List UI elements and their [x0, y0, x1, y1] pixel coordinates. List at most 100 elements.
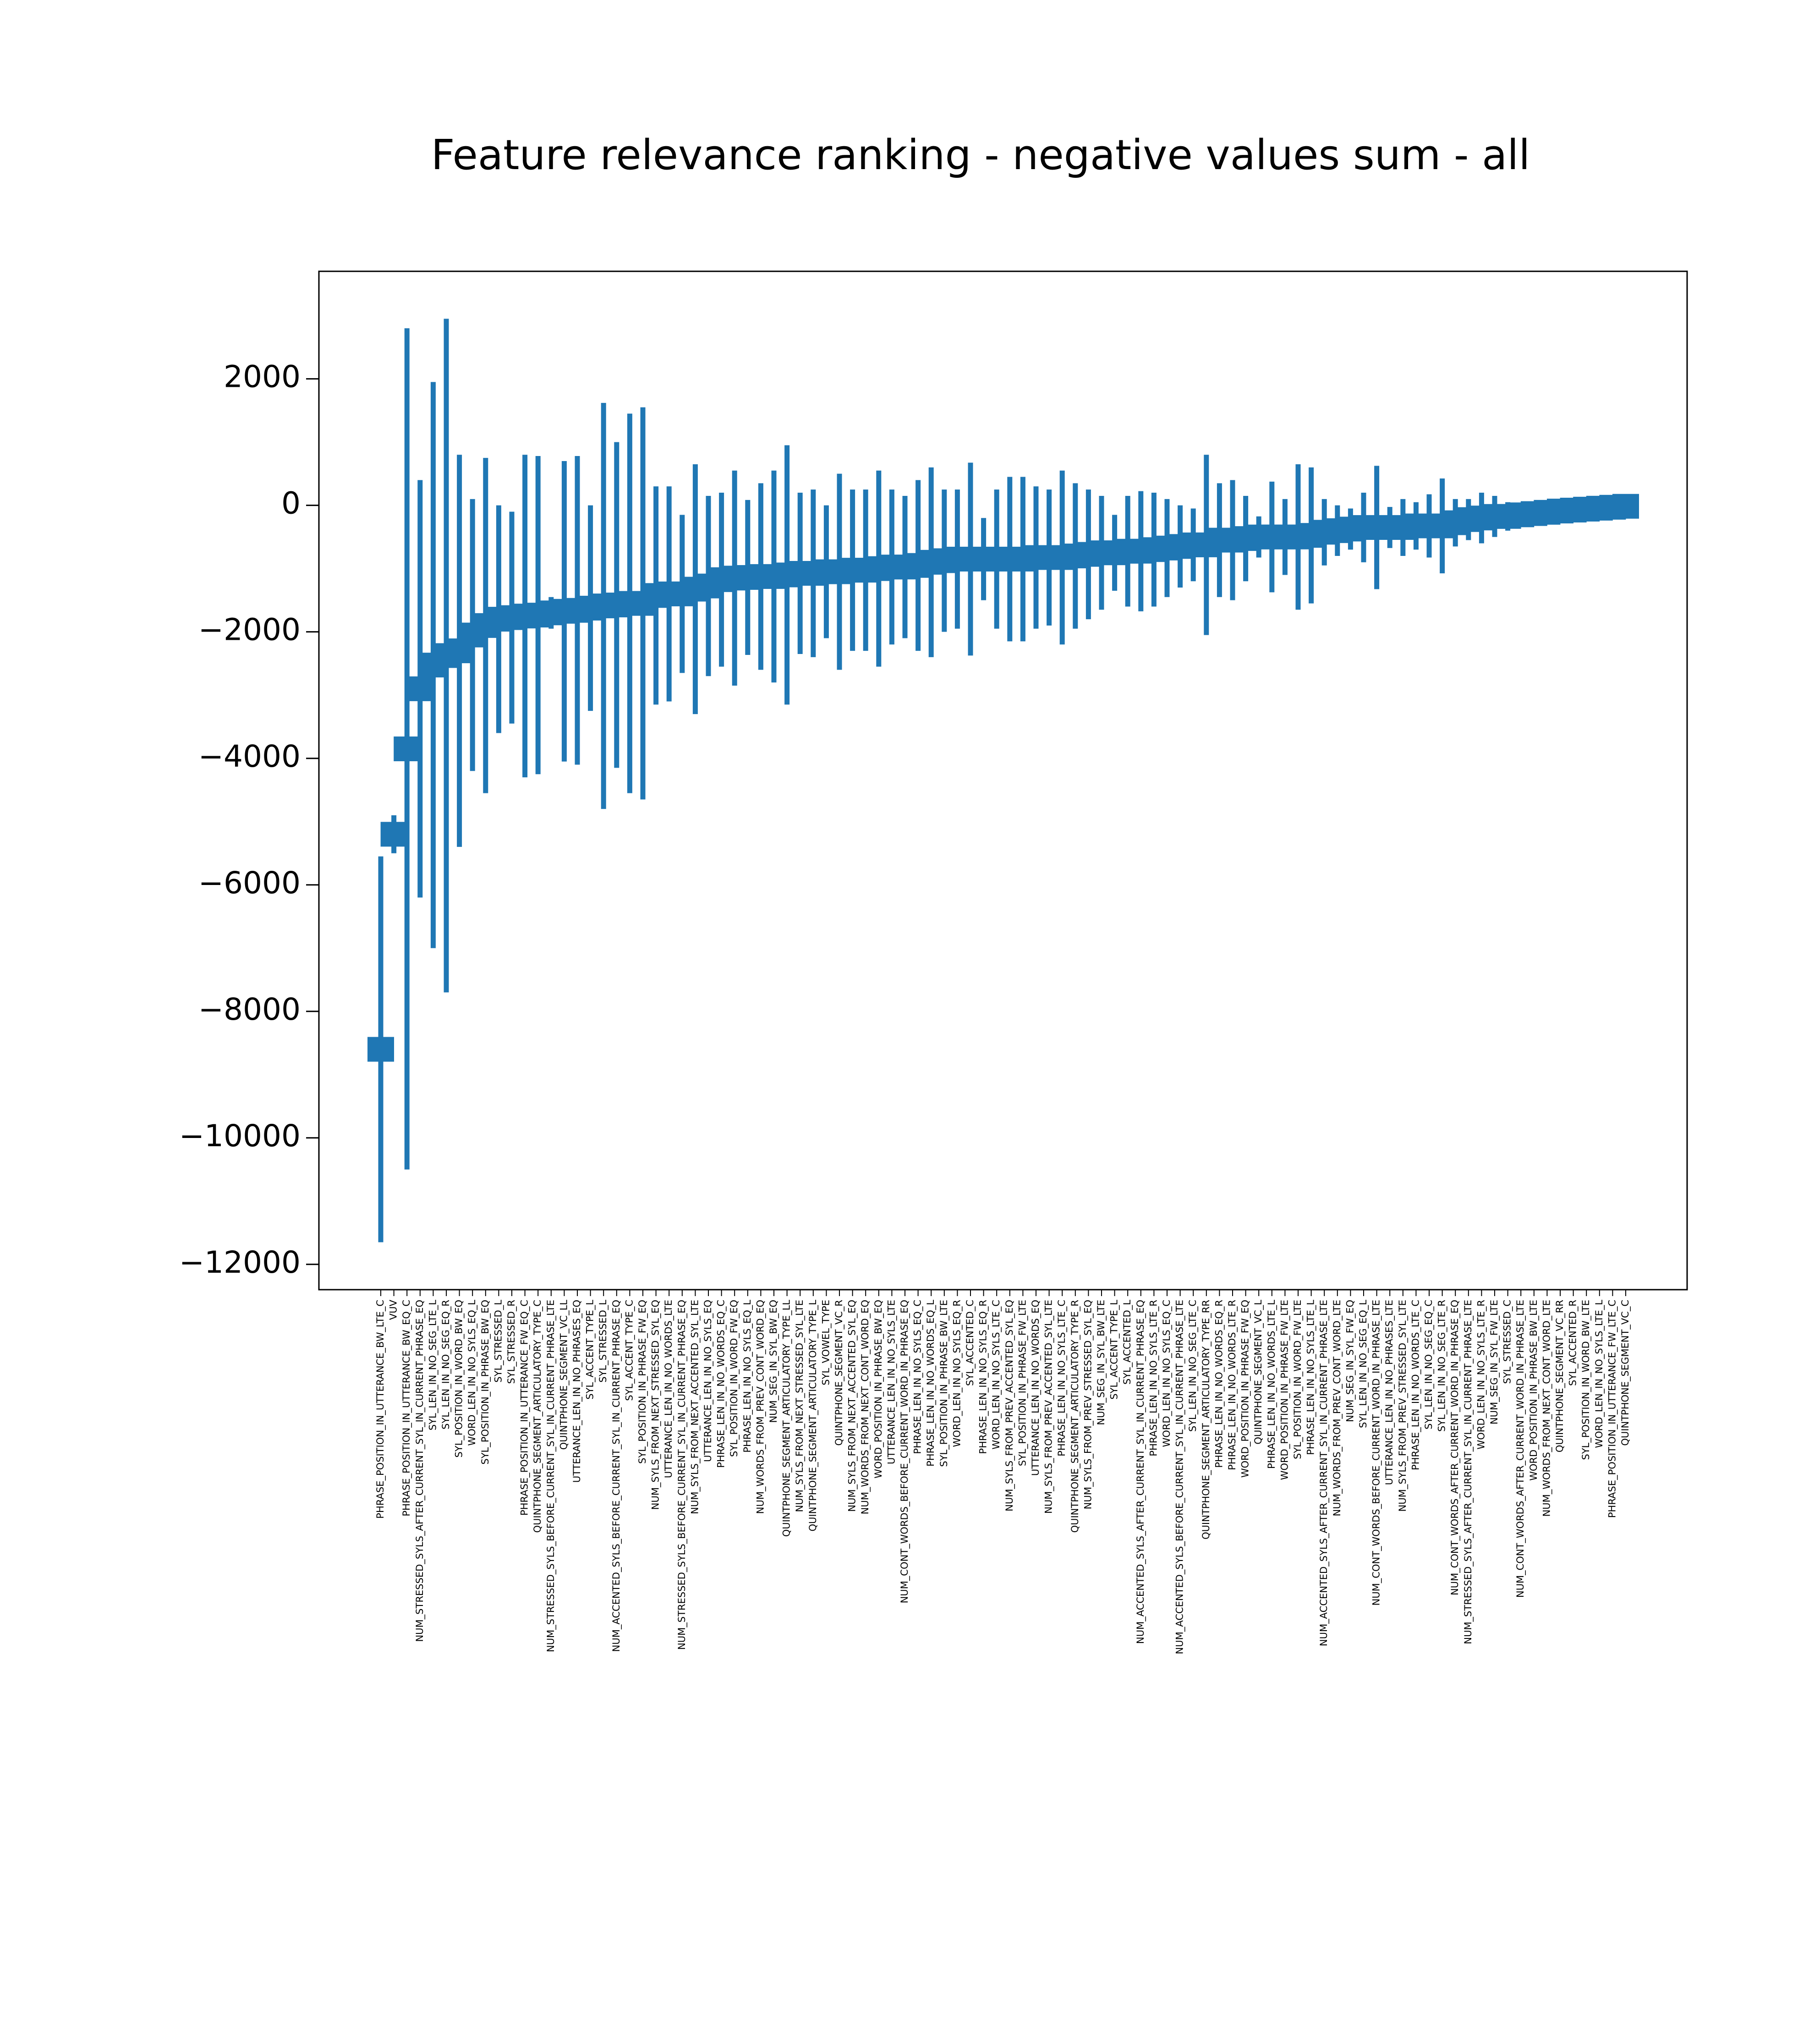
x-tick-label: PHRASE_LEN_IN_NO_WORDS_LTE_R [1227, 1300, 1238, 1470]
x-tick-label: NUM_SEG_IN_SYL_BW_EQ [768, 1300, 779, 1423]
x-tick-label: SYL_POSITION_IN_PHRASE_BW_EQ [480, 1300, 491, 1465]
x-tick-label: SYL_ACCENTED_C [965, 1300, 976, 1386]
mean-marker [367, 1037, 394, 1062]
x-tick-label: PHRASE_LEN_IN_NO_SYLS_LTE_C [1056, 1300, 1068, 1456]
x-tick-label: SYL_ACCENT_TYPE_C [624, 1300, 635, 1401]
y-tick-label: 0 [281, 486, 301, 521]
x-tick-label: SYL_LEN_IN_NO_SEG_LTE_L [427, 1300, 439, 1430]
x-tick-label: NUM_CONT_WORDS_AFTER_CURRENT_WORD_IN_PHR… [1515, 1300, 1526, 1598]
x-tick-label: PHRASE_LEN_IN_NO_SYLS_EQ_L [742, 1300, 753, 1453]
x-tick-label: NUM_CONT_WORDS_BEFORE_CURRENT_WORD_IN_PH… [899, 1300, 910, 1603]
y-tick-label: −8000 [198, 992, 301, 1027]
x-tick-label: PHRASE_POSITION_IN_UTTERANCE_BW_LTE_C [375, 1300, 386, 1519]
x-tick-label: NUM_ACCENTED_SYLS_BEFORE_CURRENT_SYL_IN_… [611, 1300, 622, 1652]
x-tick-label: UTTERANCE_LEN_IN_NO_SYLS_EQ [702, 1300, 714, 1462]
x-tick-label: QUINTPHONE_SEGMENT_ARTICULATORY_TYPE_L [807, 1300, 819, 1532]
x-tick-label: WORD_LEN_IN_NO_SYLS_EQ_C [1161, 1300, 1173, 1447]
x-tick-label: WORD_POSITION_IN_PHRASE_BW_EQ [873, 1300, 884, 1478]
x-tick-label: NUM_SYLS_FROM_PREV_ACCENTED_SYL_LTE [1043, 1300, 1055, 1514]
x-tick-label: NUM_ACCENTED_SYLS_AFTER_CURRENT_SYL_IN_C… [1135, 1300, 1146, 1644]
x-tick-label: SYL_POSITION_IN_PHRASE_BW_LTE [938, 1300, 950, 1467]
mean-marker [394, 736, 421, 761]
x-tick-label: WORD_LEN_IN_NO_SYLS_LTE_C [991, 1300, 1002, 1450]
x-tick-label: PHRASE_LEN_IN_NO_WORDS_EQ_C [716, 1300, 727, 1468]
x-tick-label: QUINTPHONE_SEGMENT_ARTICULATORY_TYPE_C [532, 1300, 543, 1533]
x-tick-label: QUINTPHONE_SEGMENT_ARTICULATORY_TYPE_R [1069, 1300, 1081, 1533]
x-tick-label: NUM_SYLS_FROM_NEXT_ACCENTED_SYL_LTE [689, 1300, 701, 1514]
x-tick-label: NUM_STRESSED_SYLS_AFTER_CURRENT_SYL_IN_C… [414, 1300, 426, 1642]
x-tick-label: NUM_CONT_WORDS_BEFORE_CURRENT_WORD_IN_PH… [1371, 1300, 1382, 1606]
x-tick-label: WORD_POSITION_IN_PHRASE_BW_LTE [1528, 1300, 1540, 1481]
x-tick-label: NUM_WORDS_FROM_NEXT_CONT_WORD_LTE [1541, 1300, 1552, 1517]
x-tick-label: PHRASE_POSITION_IN_UTTERANCE_FW_EQ_C [519, 1300, 531, 1516]
x-tick-label: SYL_LEN_IN_NO_SEG_EQ_R [440, 1300, 452, 1429]
x-tick-label: SYL_POSITION_IN_WORD_FW_LTE [1292, 1300, 1304, 1459]
x-tick-label: SYL_ACCENT_TYPE_L [585, 1300, 596, 1400]
x-tick-label: NUM_SYLS_FROM_PREV_STRESSED_SYL_LTE [1397, 1300, 1409, 1511]
x-tick-label: NUM_SEG_IN_SYL_FW_EQ [1344, 1300, 1356, 1422]
x-tick-label: UTTERANCE_LEN_IN_NO_WORDS_EQ [1030, 1300, 1042, 1476]
x-tick-label: NUM_SYLS_FROM_PREV_STRESSED_SYL_EQ [1082, 1300, 1094, 1509]
x-tick-label: QUINTPHONE_SEGMENT_VC_L [1253, 1300, 1264, 1445]
x-tick-label: QUINTPHONE_SEGMENT_VC_RR [1554, 1300, 1566, 1452]
x-tick-label: VUV [388, 1299, 399, 1320]
x-tick-label: NUM_SEG_IN_SYL_FW_LTE [1489, 1300, 1500, 1424]
x-tick-label: SYL_POSITION_IN_WORD_FW_EQ [729, 1300, 740, 1457]
x-tick-label: SYL_ACCENT_TYPE_L [1109, 1300, 1120, 1400]
x-tick-label: QUINTPHONE_SEGMENT_VC_R [833, 1300, 845, 1446]
y-tick-label: −2000 [198, 612, 301, 648]
y-tick-label: −10000 [179, 1118, 301, 1154]
x-tick-label: PHRASE_LEN_IN_NO_SYLS_EQ_R [978, 1300, 989, 1454]
x-tick-label: SYL_LEN_IN_NO_SEG_LTE_C [1187, 1300, 1199, 1432]
x-tick-label: PHRASE_LEN_IN_NO_WORDS_LTE_L [1266, 1300, 1277, 1469]
x-tick-label: SYL_POSITION_IN_WORD_BW_LTE [1580, 1300, 1592, 1460]
y-tick-label: −6000 [198, 865, 301, 901]
x-tick-label: WORD_LEN_IN_NO_SYLS_LTE_R [1475, 1300, 1487, 1450]
x-tick-label: PHRASE_POSITION_IN_UTTERANCE_BW_EQ_C [401, 1300, 412, 1517]
x-tick-label: UTTERANCE_LEN_IN_NO_PHRASES_LTE [1384, 1300, 1395, 1485]
x-tick-label: NUM_STRESSED_SYLS_AFTER_CURRENT_SYL_IN_C… [1463, 1300, 1474, 1644]
x-tick-label: PHRASE_LEN_IN_NO_WORDS_EQ_L [925, 1300, 937, 1467]
mean-marker [1612, 494, 1639, 519]
x-tick-label: SYL_POSITION_IN_PHRASE_FW_EQ [637, 1300, 648, 1464]
x-tick-label: WORD_POSITION_IN_PHRASE_FW_EQ [1240, 1300, 1251, 1478]
x-tick-label: NUM_SEG_IN_SYL_BW_LTE [1096, 1300, 1107, 1425]
x-tick-label: SYL_LEN_IN_NO_SEG_EQ_L [1358, 1300, 1369, 1428]
x-tick-label: NUM_ACCENTED_SYLS_AFTER_CURRENT_SYL_IN_C… [1318, 1300, 1330, 1646]
y-tick-label: −12000 [179, 1245, 301, 1280]
plot-frame [318, 270, 1688, 1291]
x-tick-label: UTTERANCE_LEN_IN_NO_WORDS_LTE [663, 1300, 674, 1478]
y-tick-label: −4000 [198, 739, 301, 774]
x-tick-label: NUM_SYLS_FROM_NEXT_STRESSED_SYL_LTE [794, 1300, 806, 1512]
x-tick-label: QUINTPHONE_SEGMENT_ARTICULATORY_TYPE_LL [781, 1300, 793, 1537]
x-tick-label: NUM_STRESSED_SYLS_BEFORE_CURRENT_SYL_IN_… [676, 1300, 688, 1650]
x-tick-label: NUM_WORDS_FROM_PREV_CONT_WORD_EQ [755, 1300, 766, 1514]
x-tick-label: UTTERANCE_LEN_IN_NO_PHRASES_EQ [571, 1300, 583, 1483]
x-tick-label: PHRASE_LEN_IN_NO_SYLS_LTE_L [1305, 1300, 1317, 1455]
x-tick-label: PHRASE_LEN_IN_NO_WORDS_EQ_R [1213, 1300, 1225, 1468]
x-tick-label: NUM_WORDS_FROM_NEXT_CONT_WORD_EQ [860, 1300, 871, 1514]
x-tick-label: SYL_LEN_IN_NO_SEG_EQ_C [1423, 1300, 1435, 1429]
x-tick-label: WORD_LEN_IN_NO_SYLS_EQ_R [951, 1300, 963, 1447]
x-tick-label: UTTERANCE_LEN_IN_NO_SYLS_LTE [886, 1300, 897, 1464]
x-tick-label: SYL_STRESSED_L [493, 1300, 504, 1383]
x-tick-label: SYL_VOWEL_TYPE [820, 1300, 832, 1385]
x-tick-label: WORD_POSITION_IN_PHRASE_FW_LTE [1279, 1300, 1290, 1480]
x-tick-label: SYL_STRESSED_R [506, 1300, 517, 1384]
mean-marker [406, 676, 433, 701]
x-tick-label: WORD_LEN_IN_NO_SYLS_EQ_L [466, 1300, 478, 1446]
x-tick-label: SYL_STRESSED_L [598, 1300, 609, 1383]
x-tick-label: QUINTPHONE_SEGMENT_ARTICULATORY_TYPE_RR [1201, 1300, 1212, 1539]
x-tick-label: NUM_SYLS_FROM_NEXT_STRESSED_SYL_EQ [650, 1300, 662, 1510]
x-tick-label: NUM_SYLS_FROM_PREV_ACCENTED_SYL_EQ [1004, 1300, 1015, 1511]
x-tick-label: SYL_POSITION_IN_WORD_BW_EQ [454, 1300, 465, 1458]
x-tick-label: PHRASE_LEN_IN_NO_SYLS_LTE_R [1148, 1300, 1159, 1456]
x-tick-label: NUM_SYLS_FROM_NEXT_ACCENTED_SYL_EQ [847, 1300, 858, 1512]
x-tick-label: PHRASE_LEN_IN_NO_SYLS_EQ_C [912, 1300, 924, 1454]
x-tick-label: NUM_CONT_WORDS_AFTER_CURRENT_WORD_IN_PHR… [1449, 1300, 1461, 1595]
y-tick-label: 2000 [224, 359, 301, 395]
x-tick-label: QUINTPHONE_SEGMENT_VC_C [1620, 1300, 1631, 1446]
x-tick-label: SYL_POSITION_IN_PHRASE_FW_LTE [1017, 1300, 1028, 1466]
x-tick-label: NUM_WORDS_FROM_PREV_CONT_WORD_LTE [1332, 1300, 1343, 1516]
x-tick-label: WORD_LEN_IN_NO_SYLS_LTE_L [1594, 1300, 1605, 1448]
